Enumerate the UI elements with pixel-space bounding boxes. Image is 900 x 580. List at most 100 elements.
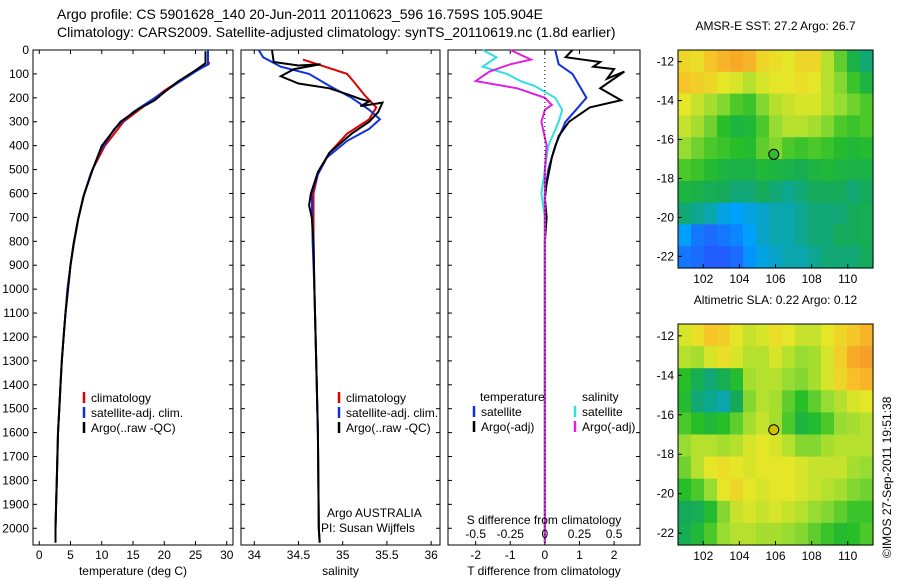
heatmap-cell <box>834 115 848 138</box>
heatmap-cell <box>691 71 705 95</box>
map-x-tick-label: 104 <box>729 272 749 286</box>
heatmap-cell <box>756 368 770 391</box>
y-tick-label: 1200 <box>2 330 29 344</box>
heatmap-cell <box>808 50 822 73</box>
heatmap-cell <box>743 224 757 247</box>
heatmap-cell <box>717 500 731 524</box>
heatmap-cell <box>821 93 835 116</box>
heatmap-cell <box>795 456 809 480</box>
x-tick-label: 34 <box>248 548 262 562</box>
heatmap-cell <box>769 390 783 413</box>
heatmap-cell <box>743 93 757 116</box>
heatmap-cell <box>860 434 874 458</box>
map-x-tick-label: 108 <box>802 549 822 563</box>
series-line-argo-raw-qc- <box>271 49 385 543</box>
heatmap-cell <box>834 93 848 116</box>
heatmap-cell <box>795 159 809 182</box>
heatmap-cell <box>782 368 796 391</box>
heatmap-cell <box>678 159 692 182</box>
heatmap-cell <box>691 456 705 480</box>
heatmap-cell <box>717 180 731 204</box>
map-x-tick-label: 104 <box>729 549 749 563</box>
y-tick-label: 200 <box>9 91 29 105</box>
heatmap-cell <box>847 246 861 269</box>
heatmap-cell <box>769 456 783 480</box>
heatmap-cell <box>795 522 809 546</box>
heatmap-cell <box>769 202 783 225</box>
heatmap-cell <box>821 71 835 95</box>
heatmap-cell <box>808 71 822 95</box>
heatmap-cell <box>717 368 731 391</box>
heatmap-cell <box>769 368 783 391</box>
heatmap-cell <box>808 456 822 480</box>
heatmap-cell <box>756 346 770 369</box>
heatmap-cell <box>756 93 770 116</box>
heatmap-cell <box>743 180 757 204</box>
heatmap-cell <box>691 159 705 182</box>
heatmap-cell <box>717 246 731 269</box>
heatmap-cell <box>756 390 770 413</box>
heatmap-cell <box>834 522 848 546</box>
heatmap-cell <box>691 368 705 391</box>
heatmap-cell <box>678 246 692 269</box>
heatmap-cell <box>821 137 835 160</box>
heatmap-cell <box>808 368 822 391</box>
heatmap-cell <box>769 478 783 502</box>
heatmap-cell <box>782 137 796 160</box>
map-x-tick-label: 108 <box>802 272 822 286</box>
heatmap-cell <box>795 224 809 247</box>
heatmap-cell <box>678 500 692 524</box>
heatmap-cell <box>795 93 809 116</box>
heatmap-cell <box>808 202 822 225</box>
y-tick-label: 1300 <box>2 354 29 368</box>
heatmap-cell <box>834 368 848 391</box>
heatmap-cell <box>847 434 861 458</box>
heatmap-cell <box>821 434 835 458</box>
heatmap-cell <box>704 346 718 369</box>
heatmap-cell <box>821 50 835 73</box>
heatmap-cell <box>782 324 796 347</box>
heatmap-cell <box>821 224 835 247</box>
heatmap-cell <box>769 115 783 138</box>
heatmap-cell <box>821 159 835 182</box>
y-tick-label: 1900 <box>2 497 29 511</box>
heatmap-cell <box>691 202 705 225</box>
legend-heading-temperature: temperature <box>480 390 545 404</box>
heatmap-cell <box>860 71 874 95</box>
heatmap-cell <box>782 246 796 269</box>
heatmap-cell <box>730 159 744 182</box>
heatmap-cell <box>769 246 783 269</box>
heatmap-cell <box>847 390 861 413</box>
heatmap-cell <box>769 434 783 458</box>
heatmap-cell <box>834 180 848 204</box>
map-y-tick-label: -22 <box>657 249 675 263</box>
heatmap-cell <box>769 224 783 247</box>
heatmap-cell <box>730 412 744 436</box>
heatmap-cell <box>704 71 718 95</box>
differences-frame <box>447 49 641 546</box>
heatmap-cell <box>834 412 848 436</box>
heatmap-cell <box>834 500 848 524</box>
heatmap-cell <box>769 500 783 524</box>
map-y-tick-label: -18 <box>657 171 675 185</box>
heatmap-cell <box>743 159 757 182</box>
heatmap-cell <box>782 180 796 204</box>
legend-entry: climatology <box>346 391 406 405</box>
heatmap-cell <box>821 412 835 436</box>
heatmap-cell <box>834 137 848 160</box>
s-tick-label: -0.25 <box>497 527 525 541</box>
heatmap-cell <box>808 390 822 413</box>
heatmap-cell <box>730 224 744 247</box>
heatmap-cell <box>704 434 718 458</box>
heatmap-cell <box>821 246 835 269</box>
heatmap-cell <box>743 434 757 458</box>
heatmap-cell <box>730 522 744 546</box>
heatmap-cell <box>730 50 744 73</box>
heatmap-cell <box>769 50 783 73</box>
heatmap-cell <box>769 324 783 347</box>
heatmap-cell <box>860 346 874 369</box>
heatmap-cell <box>821 202 835 225</box>
heatmap-cell <box>860 456 874 480</box>
heatmap-cell <box>691 93 705 116</box>
heatmap-cell <box>691 224 705 247</box>
